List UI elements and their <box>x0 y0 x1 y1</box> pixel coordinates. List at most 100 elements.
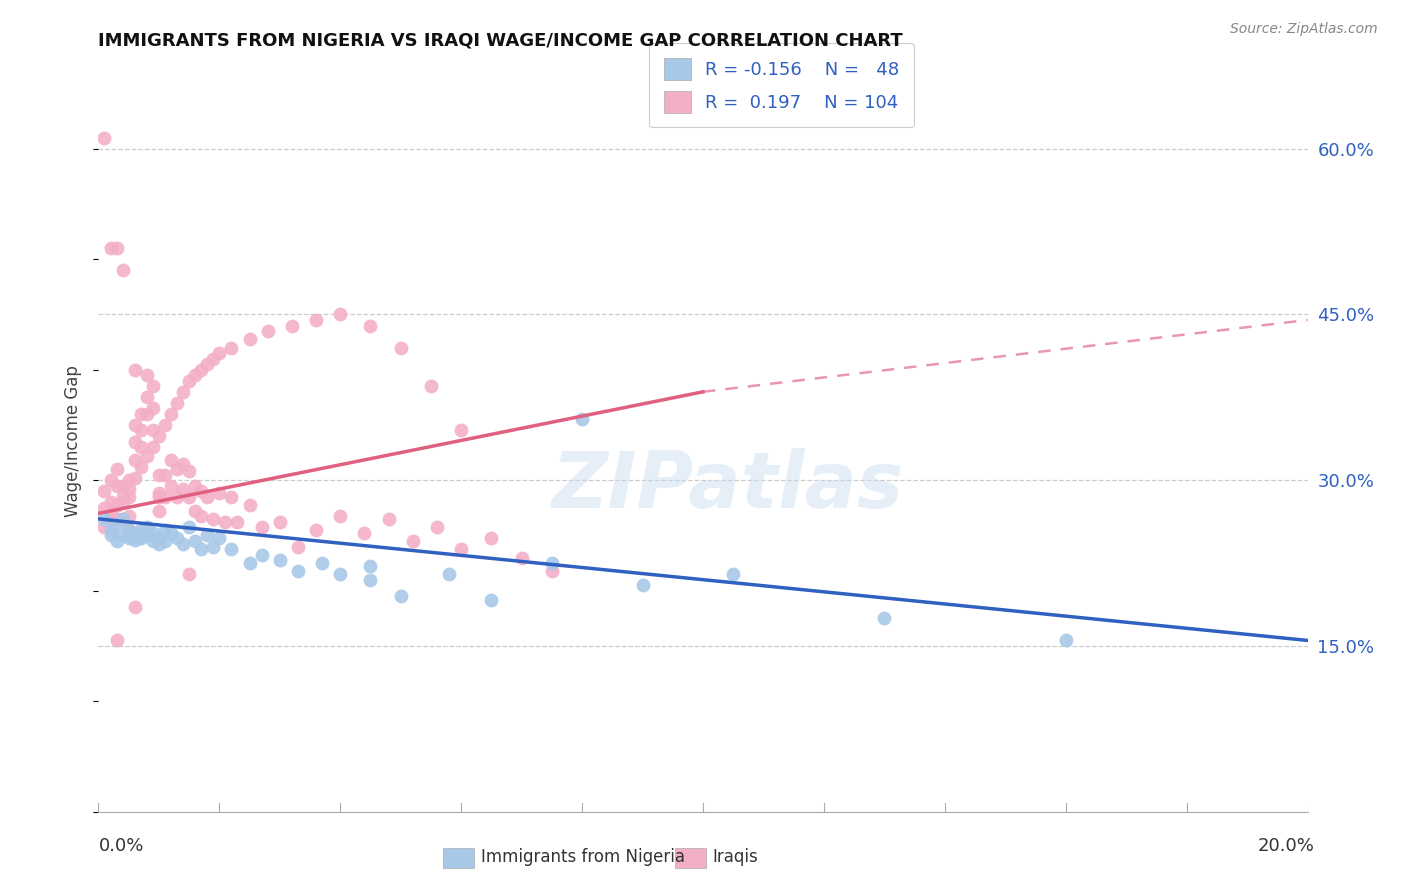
Point <box>214 515 236 529</box>
Point <box>540 556 562 570</box>
Legend: R = -0.156    N =   48, R =  0.197    N = 104: R = -0.156 N = 48, R = 0.197 N = 104 <box>650 44 914 128</box>
Point <box>172 384 194 399</box>
Point <box>124 434 146 449</box>
Point <box>184 533 207 548</box>
Point <box>1054 633 1077 648</box>
Point <box>148 537 170 551</box>
Point <box>160 526 183 541</box>
Point <box>142 424 165 438</box>
Point <box>118 531 141 545</box>
Point <box>723 567 745 582</box>
Point <box>153 467 176 482</box>
Text: Iraqis: Iraqis <box>713 848 759 866</box>
Point <box>160 407 183 421</box>
Point <box>93 500 115 515</box>
Point <box>190 508 212 523</box>
Point <box>93 484 115 499</box>
Text: IMMIGRANTS FROM NIGERIA VS IRAQI WAGE/INCOME GAP CORRELATION CHART: IMMIGRANTS FROM NIGERIA VS IRAQI WAGE/IN… <box>98 31 903 49</box>
Point <box>153 533 176 548</box>
Point <box>510 550 533 565</box>
Point <box>100 523 122 537</box>
Point <box>100 508 122 523</box>
Point <box>111 490 134 504</box>
Point <box>239 556 262 570</box>
Point <box>281 318 304 333</box>
Point <box>118 473 141 487</box>
Point <box>389 341 412 355</box>
Point <box>148 486 170 500</box>
Point <box>111 263 134 277</box>
Point <box>166 531 188 545</box>
Point <box>129 440 152 454</box>
Point <box>179 490 201 504</box>
Point <box>179 464 201 478</box>
Point <box>100 495 122 509</box>
Point <box>142 440 165 454</box>
Point <box>311 556 333 570</box>
Point <box>142 379 165 393</box>
Point <box>111 512 134 526</box>
Point <box>184 479 207 493</box>
Point <box>172 537 194 551</box>
Point <box>287 540 309 554</box>
Point <box>195 490 218 504</box>
Point <box>142 526 165 541</box>
Point <box>93 130 115 145</box>
Point <box>153 417 176 432</box>
Point <box>172 482 194 496</box>
Text: 0.0%: 0.0% <box>98 837 143 855</box>
Point <box>450 541 472 556</box>
Point <box>360 318 382 333</box>
Point <box>124 417 146 432</box>
Point <box>100 473 122 487</box>
Point <box>129 407 152 421</box>
Point <box>250 549 273 563</box>
Point <box>221 341 243 355</box>
Point <box>179 519 201 533</box>
Point <box>239 332 262 346</box>
Point <box>105 498 128 512</box>
Point <box>105 498 128 512</box>
Point <box>329 567 352 582</box>
Point <box>124 526 146 541</box>
Point <box>105 241 128 255</box>
Point <box>124 471 146 485</box>
Text: ZIPatlas: ZIPatlas <box>551 448 903 524</box>
Point <box>437 567 460 582</box>
Text: 20.0%: 20.0% <box>1258 837 1315 855</box>
Y-axis label: Wage/Income Gap: Wage/Income Gap <box>65 366 83 517</box>
Point <box>153 523 176 537</box>
Point <box>202 512 225 526</box>
Point <box>202 351 225 366</box>
Point <box>93 512 115 526</box>
Point <box>111 479 134 493</box>
Point <box>287 564 309 578</box>
Point <box>105 633 128 648</box>
Point <box>481 531 503 545</box>
Point <box>129 523 152 537</box>
Point <box>129 459 152 474</box>
Point <box>124 453 146 467</box>
Point <box>179 374 201 388</box>
Point <box>305 313 328 327</box>
Point <box>166 490 188 504</box>
Point <box>250 519 273 533</box>
Point <box>329 508 352 523</box>
Point <box>190 541 212 556</box>
Point <box>426 519 449 533</box>
Point <box>208 346 231 360</box>
Point <box>111 512 134 526</box>
Point <box>377 512 399 526</box>
Point <box>148 490 170 504</box>
Point <box>239 498 262 512</box>
Text: Immigrants from Nigeria: Immigrants from Nigeria <box>481 848 685 866</box>
Point <box>148 504 170 518</box>
Point <box>135 390 157 404</box>
Point <box>190 484 212 499</box>
Point <box>135 449 157 463</box>
Point <box>190 362 212 376</box>
Point <box>450 424 472 438</box>
Point <box>221 490 243 504</box>
Point <box>540 564 562 578</box>
Point <box>208 531 231 545</box>
